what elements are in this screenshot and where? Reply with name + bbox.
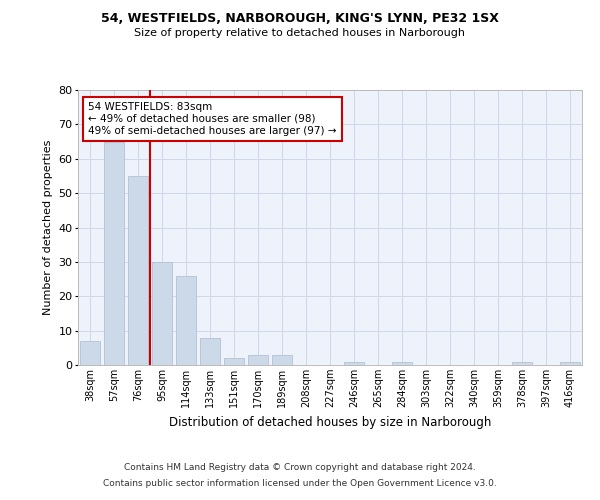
Bar — [344, 362, 364, 365]
Bar — [224, 358, 244, 365]
Text: Contains HM Land Registry data © Crown copyright and database right 2024.: Contains HM Land Registry data © Crown c… — [124, 464, 476, 472]
Text: Size of property relative to detached houses in Narborough: Size of property relative to detached ho… — [134, 28, 466, 38]
Text: 54, WESTFIELDS, NARBOROUGH, KING'S LYNN, PE32 1SX: 54, WESTFIELDS, NARBOROUGH, KING'S LYNN,… — [101, 12, 499, 26]
Bar — [272, 354, 292, 365]
Bar — [392, 362, 412, 365]
Bar — [248, 354, 268, 365]
Bar — [128, 176, 148, 365]
X-axis label: Distribution of detached houses by size in Narborough: Distribution of detached houses by size … — [169, 416, 491, 428]
Bar — [80, 341, 100, 365]
Bar — [152, 262, 172, 365]
Bar — [200, 338, 220, 365]
Bar — [176, 276, 196, 365]
Bar — [104, 142, 124, 365]
Y-axis label: Number of detached properties: Number of detached properties — [43, 140, 53, 315]
Text: 54 WESTFIELDS: 83sqm
← 49% of detached houses are smaller (98)
49% of semi-detac: 54 WESTFIELDS: 83sqm ← 49% of detached h… — [88, 102, 337, 136]
Text: Contains public sector information licensed under the Open Government Licence v3: Contains public sector information licen… — [103, 478, 497, 488]
Bar — [512, 362, 532, 365]
Bar — [560, 362, 580, 365]
